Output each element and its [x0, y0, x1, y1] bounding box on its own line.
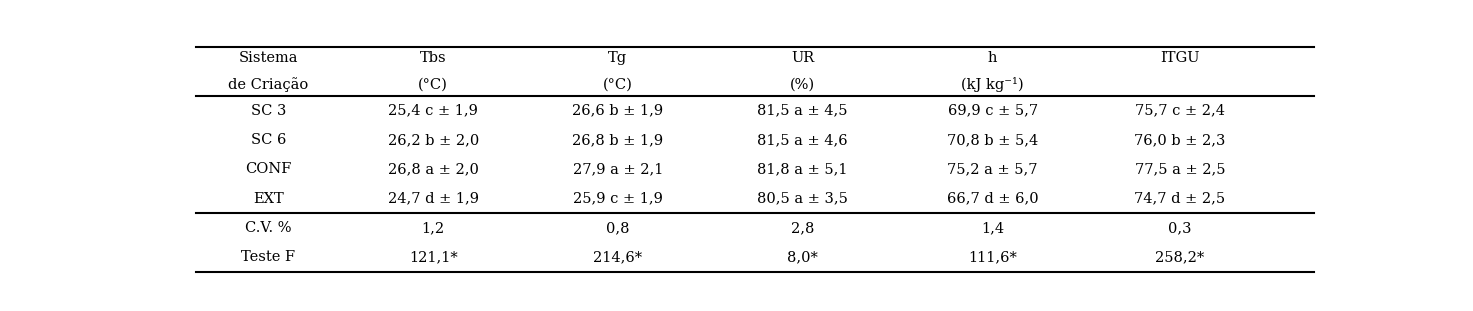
- Text: 81,5 a ± 4,5: 81,5 a ± 4,5: [757, 104, 847, 118]
- Text: 26,8 a ± 2,0: 26,8 a ± 2,0: [387, 162, 479, 176]
- Text: 80,5 a ± 3,5: 80,5 a ± 3,5: [757, 192, 848, 206]
- Text: 74,7 d ± 2,5: 74,7 d ± 2,5: [1134, 192, 1226, 206]
- Text: 76,0 b ± 2,3: 76,0 b ± 2,3: [1134, 133, 1226, 147]
- Text: 26,2 b ± 2,0: 26,2 b ± 2,0: [387, 133, 479, 147]
- Text: (kJ kg⁻¹): (kJ kg⁻¹): [962, 77, 1024, 92]
- Text: 27,9 a ± 2,1: 27,9 a ± 2,1: [573, 162, 663, 176]
- Text: 26,6 b ± 1,9: 26,6 b ± 1,9: [573, 104, 663, 118]
- Text: (%): (%): [790, 77, 815, 91]
- Text: Teste F: Teste F: [242, 250, 295, 264]
- Text: 66,7 d ± 6,0: 66,7 d ± 6,0: [947, 192, 1038, 206]
- Text: (°C): (°C): [418, 77, 448, 91]
- Text: (°C): (°C): [602, 77, 633, 91]
- Text: UR: UR: [791, 51, 815, 65]
- Text: 24,7 d ± 1,9: 24,7 d ± 1,9: [387, 192, 479, 206]
- Text: 0,3: 0,3: [1168, 221, 1192, 235]
- Text: de Criação: de Criação: [228, 77, 308, 92]
- Text: 69,9 c ± 5,7: 69,9 c ± 5,7: [947, 104, 1037, 118]
- Text: C.V. %: C.V. %: [245, 221, 292, 235]
- Text: 25,9 c ± 1,9: 25,9 c ± 1,9: [573, 192, 663, 206]
- Text: 25,4 c ± 1,9: 25,4 c ± 1,9: [389, 104, 479, 118]
- Text: 111,6*: 111,6*: [968, 250, 1016, 264]
- Text: 8,0*: 8,0*: [787, 250, 818, 264]
- Text: h: h: [988, 51, 997, 65]
- Text: SC 3: SC 3: [250, 104, 286, 118]
- Text: 1,4: 1,4: [981, 221, 1005, 235]
- Text: 81,5 a ± 4,6: 81,5 a ± 4,6: [757, 133, 848, 147]
- Text: 26,8 b ± 1,9: 26,8 b ± 1,9: [573, 133, 663, 147]
- Text: Sistema: Sistema: [239, 51, 298, 65]
- Text: 77,5 a ± 2,5: 77,5 a ± 2,5: [1134, 162, 1226, 176]
- Text: 1,2: 1,2: [421, 221, 445, 235]
- Text: EXT: EXT: [253, 192, 284, 206]
- Text: SC 6: SC 6: [250, 133, 286, 147]
- Text: Tg: Tg: [608, 51, 627, 65]
- Text: 2,8: 2,8: [791, 221, 815, 235]
- Text: 214,6*: 214,6*: [594, 250, 642, 264]
- Text: Tbs: Tbs: [420, 51, 446, 65]
- Text: 75,7 c ± 2,4: 75,7 c ± 2,4: [1136, 104, 1226, 118]
- Text: CONF: CONF: [245, 162, 292, 176]
- Text: 75,2 a ± 5,7: 75,2 a ± 5,7: [947, 162, 1038, 176]
- Text: 81,8 a ± 5,1: 81,8 a ± 5,1: [757, 162, 847, 176]
- Text: ITGU: ITGU: [1161, 51, 1200, 65]
- Text: 258,2*: 258,2*: [1155, 250, 1205, 264]
- Text: 70,8 b ± 5,4: 70,8 b ± 5,4: [947, 133, 1038, 147]
- Text: 0,8: 0,8: [605, 221, 629, 235]
- Text: 121,1*: 121,1*: [409, 250, 458, 264]
